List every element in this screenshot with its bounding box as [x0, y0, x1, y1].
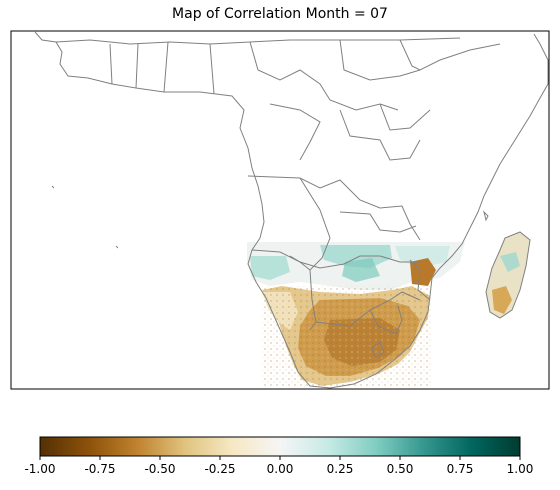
colorbar-ticks: -1.00 -0.75 -0.50 -0.25 0.00 0.25 0.50 0.75 1.00 — [24, 456, 533, 476]
map-title: Map of Correlation Month = 07 — [172, 6, 388, 22]
colorbar-tick-label: -0.25 — [204, 462, 235, 476]
correlation-map — [10, 30, 550, 390]
colorbar-tick-label: 0.75 — [447, 462, 474, 476]
colorbar-tick-label: -0.75 — [84, 462, 115, 476]
colorbar-tick-label: -0.50 — [144, 462, 175, 476]
colorbar-gradient — [39, 436, 521, 457]
colorbar-tick-label: 1.00 — [507, 462, 534, 476]
colorbar-tick-label: 0.00 — [267, 462, 294, 476]
colorbar-tick-label: 0.25 — [327, 462, 354, 476]
country-borders — [34, 31, 549, 389]
colorbar-tick-label: -1.00 — [24, 462, 55, 476]
colorbar-tick-label: 0.50 — [387, 462, 414, 476]
shaded-correlation-field — [247, 232, 530, 386]
